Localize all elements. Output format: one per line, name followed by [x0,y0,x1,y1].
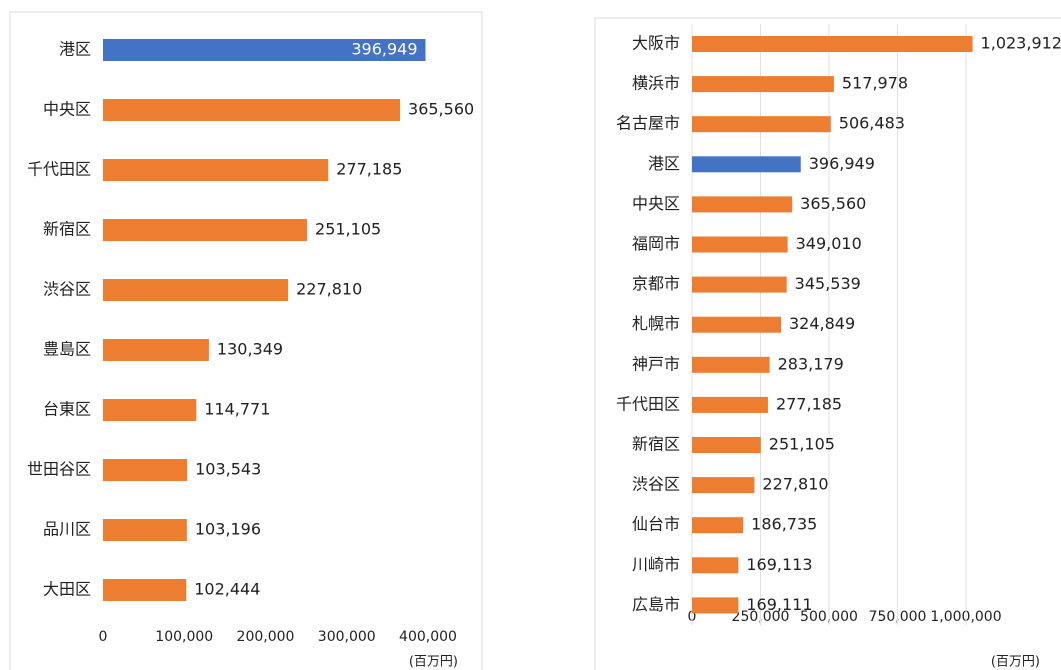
category-label: 中央区 [632,194,680,213]
bar [692,236,788,253]
value-label: 169,111 [746,595,812,614]
value-label: 517,978 [842,74,908,93]
value-label: 251,105 [769,435,835,454]
value-label: 349,010 [796,234,862,253]
category-label: 札幌市 [632,314,680,333]
category-label: 台東区 [43,400,91,419]
category-label: 港区 [59,40,91,59]
bar [692,396,768,413]
value-label: 169,113 [746,555,812,574]
bar [692,76,834,93]
value-label: 324,849 [789,314,855,333]
category-label: 千代田区 [616,394,680,413]
value-label: 1,023,912 [981,34,1061,53]
panel-left [9,11,483,670]
x-tick-label: 400,000 [399,629,457,645]
category-label: 横浜市 [632,74,680,93]
value-label: 130,349 [217,340,283,359]
bar [103,39,426,61]
value-label: 103,196 [195,520,261,539]
bar [103,219,308,241]
category-label: 品川区 [43,520,91,539]
bar [692,36,973,52]
category-label: 福岡市 [632,234,680,253]
bar [692,356,770,373]
value-label: 345,539 [795,274,861,293]
category-label: 仙台市 [632,515,680,534]
bar [692,316,782,333]
value-label: 251,105 [315,220,381,239]
x-tick-label: 100,000 [155,629,213,645]
category-label: 大阪市 [632,34,680,53]
x-axis-unit: (百万円) [409,655,458,670]
bar [692,437,761,453]
x-tick-label: 0 [99,629,108,645]
value-label: 283,179 [778,354,844,373]
bar [103,459,188,481]
bar [692,276,787,293]
bar [103,159,329,181]
bar [103,579,187,601]
value-label: 277,185 [776,394,842,413]
value-label: 396,949 [351,40,417,59]
bar [103,279,289,301]
bar [103,339,209,361]
category-label: 川崎市 [632,555,680,574]
value-label: 102,444 [194,580,260,599]
category-label: 神戸市 [632,354,680,373]
value-label: 506,483 [839,114,905,133]
category-label: 中央区 [43,100,91,119]
bar [692,477,755,494]
value-label: 365,560 [408,100,474,119]
x-tick-label: 300,000 [318,629,376,645]
category-label: 豊島区 [43,340,91,359]
value-label: 227,810 [762,475,828,494]
category-label: 広島市 [632,595,680,614]
x-axis-unit: (百万円) [991,655,1040,670]
x-tick-label: 200,000 [237,629,295,645]
bar [692,116,831,133]
value-label: 103,543 [195,460,261,479]
bar [692,597,739,614]
value-label: 114,771 [204,400,270,419]
category-label: 港区 [648,154,680,173]
bar [692,156,801,173]
category-label: 京都市 [632,274,680,293]
panel-right [594,17,1061,670]
bar [692,196,793,213]
category-label: 渋谷区 [632,475,680,494]
category-label: 世田谷区 [27,460,91,479]
category-label: 大田区 [43,580,91,599]
value-label: 227,810 [296,280,362,299]
value-label: 365,560 [800,194,866,213]
bar [692,557,739,574]
category-label: 名古屋市 [616,114,680,133]
category-label: 新宿区 [43,220,91,239]
bar [103,99,401,121]
category-label: 千代田区 [27,160,91,179]
category-label: 渋谷区 [43,280,91,299]
value-label: 186,735 [751,515,817,534]
bar [103,519,187,541]
bar [103,399,197,421]
category-label: 新宿区 [632,435,680,454]
value-label: 396,949 [809,154,875,173]
value-label: 277,185 [336,160,402,179]
bar [692,517,744,534]
